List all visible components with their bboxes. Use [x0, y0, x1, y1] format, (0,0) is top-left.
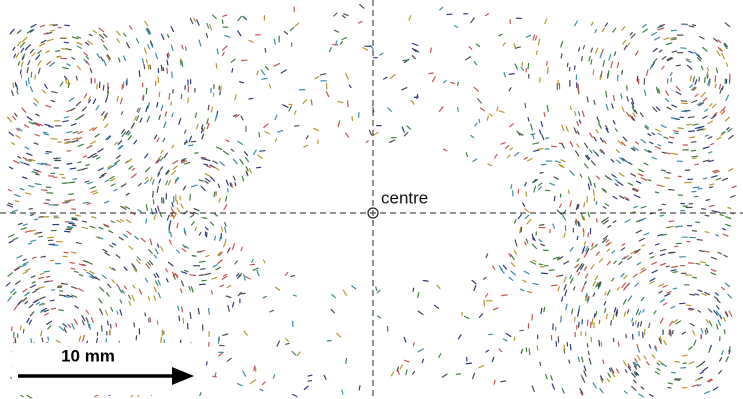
scale-bar-label: 10 mm: [61, 346, 115, 365]
centre-label: centre: [381, 188, 428, 207]
flow-field-figure: centre 10 mm: [0, 0, 743, 399]
